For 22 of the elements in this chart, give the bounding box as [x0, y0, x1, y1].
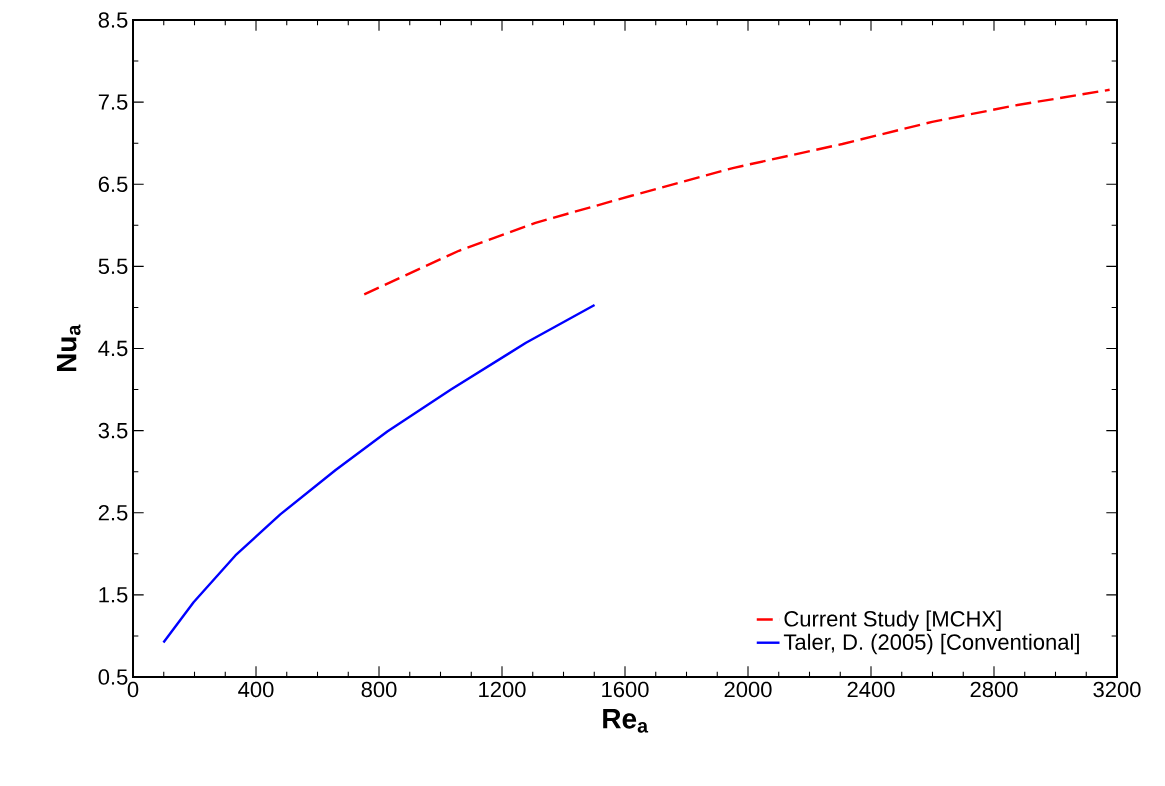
- legend-label: Taler, D. (2005) [Conventional]: [783, 633, 1079, 655]
- x-tick-label: 800: [361, 681, 397, 698]
- legend-label: Current Study [MCHX]: [784, 610, 1001, 631]
- y-tick-label: 0.5: [98, 669, 128, 685]
- x-tick-label: 2800: [970, 681, 1018, 698]
- y-tick-label: 5.5: [98, 258, 128, 275]
- x-tick-label: 2400: [847, 681, 895, 698]
- x-tick-label: 400: [238, 681, 274, 698]
- y-tick-label: 8.5: [98, 12, 128, 28]
- x-tick-label: 1200: [479, 681, 526, 698]
- x-axis-title: Re$_{a}$: [603, 709, 649, 733]
- y-tick-label: 7.5: [98, 94, 128, 110]
- y-tick-label: 1.5: [99, 587, 128, 603]
- y-tick-label: 6.5: [98, 176, 128, 193]
- y-tick-label: 3.5: [98, 422, 128, 439]
- y-axis-title: Nu$_{a}$: [56, 324, 81, 372]
- x-tick-label: 3200: [1093, 681, 1141, 698]
- y-tick-label: 4.5: [98, 340, 128, 357]
- y-tick-label: 2.5: [98, 504, 128, 521]
- x-tick-label: 0: [127, 681, 139, 698]
- x-tick-label: 2000: [724, 681, 772, 698]
- x-tick-label: 1600: [602, 681, 649, 698]
